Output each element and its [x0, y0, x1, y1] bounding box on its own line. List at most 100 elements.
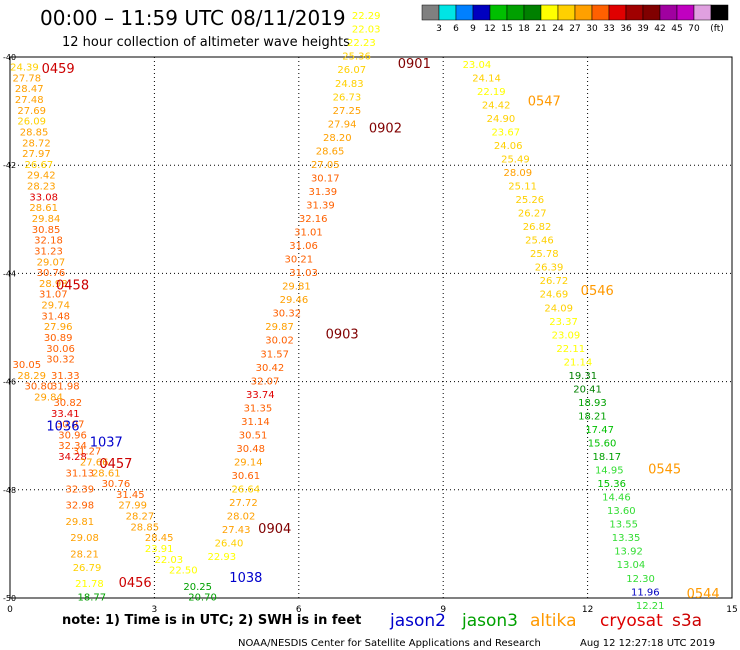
satellite-legend-jason3: jason3 [461, 611, 518, 631]
colorbar-tick-label: 42 [654, 24, 665, 34]
y-tick-label: -48 [3, 486, 16, 495]
wave-height-point: 27.78 [13, 73, 42, 84]
wave-height-point: 28.20 [323, 133, 352, 144]
wave-height-point: 24.09 [544, 303, 573, 314]
wave-height-point: 25.36 [342, 52, 371, 63]
wave-height-point: 30.17 [311, 173, 340, 184]
wave-height-point: 24.42 [482, 100, 511, 111]
colorbar-swatch [676, 4, 695, 21]
wave-height-point: 28.29 [17, 371, 46, 382]
wave-height-point: 13.04 [617, 560, 646, 571]
wave-height-point: 13.35 [612, 533, 641, 544]
x-tick-label: 0 [7, 605, 13, 615]
wave-height-point: 27.48 [15, 95, 44, 106]
colorbar-swatch [625, 4, 644, 21]
colorbar-tick-label: 24 [552, 24, 564, 34]
wave-height-point: 28.72 [22, 138, 51, 149]
wave-height-point: 23.04 [463, 60, 492, 71]
wave-height-point: 29.46 [280, 295, 309, 306]
x-tick-label: 6 [296, 605, 302, 615]
wave-height-point: 29.08 [70, 533, 99, 544]
wave-height-point: 32.98 [65, 501, 94, 512]
pass-time-label: 0547 [528, 95, 561, 110]
wave-height-point: 24.90 [487, 114, 516, 125]
pass-time-label: 1038 [229, 571, 262, 586]
colorbar-tick-label: 18 [518, 24, 530, 34]
wave-height-point: 26.40 [215, 539, 244, 550]
wave-height-point: 31.07 [39, 290, 68, 301]
colorbar-swatch [523, 4, 542, 21]
wave-height-point: 23.91 [145, 544, 174, 555]
wave-height-point: 32.07 [251, 376, 280, 387]
pass-time-label: 0903 [326, 327, 359, 342]
wave-height-point: 31.13 [65, 468, 94, 479]
wave-height-point: 26.39 [535, 263, 564, 274]
wave-height-point: 20.25 [183, 582, 212, 593]
wave-height-point: 30.32 [46, 355, 75, 366]
wave-height-point: 30.42 [256, 363, 285, 374]
wave-height-point: 29.87 [265, 322, 294, 333]
wave-height-point: 28.47 [15, 84, 44, 95]
wave-height-point: 31.39 [306, 200, 335, 211]
wave-height-point: 30.05 [13, 360, 42, 371]
wave-height-point: 28.21 [70, 549, 99, 560]
wave-height-point: 25.78 [530, 249, 559, 260]
colorbar-swatch [472, 4, 491, 21]
satellite-legend-altika: altika [530, 611, 577, 631]
wave-height-point: 22.03 [352, 25, 381, 36]
pass-time-label: 1036 [46, 419, 79, 434]
wave-height-point: 28.85 [130, 522, 159, 533]
wave-height-point: 22.11 [556, 344, 585, 355]
wave-height-point: 32.18 [34, 236, 63, 247]
wave-height-point: 30.76 [102, 479, 131, 490]
wave-height-point: 24.14 [472, 73, 501, 84]
satellite-legend: jason2 jason3 altika cryosat s3a [389, 611, 702, 631]
wave-height-point: 27.25 [333, 106, 362, 117]
wave-height-point: 24.06 [494, 141, 523, 152]
wave-height-point: 27.66 [80, 457, 109, 468]
x-tick-label: 3 [152, 605, 158, 615]
pass-time-label: 0904 [258, 522, 291, 537]
colorbar-swatch [710, 4, 729, 21]
wave-height-point: 31.45 [116, 490, 145, 501]
pass-time-label: 0546 [581, 284, 614, 299]
pass-labels: 0459 0458 1036 1037 0457 0456 1038 0901 0902 0903… [42, 57, 720, 602]
pass-time-label: 0459 [42, 62, 75, 77]
wave-height-point: 26.64 [232, 485, 261, 496]
satellite-legend-s3a: s3a [672, 611, 702, 631]
pass-time-label: 1037 [90, 436, 123, 451]
satellite-legend-cryosat: cryosat [600, 611, 663, 631]
colorbar-swatch [557, 4, 576, 21]
wave-height-point: 26.73 [333, 92, 362, 103]
wave-height-point: 31.01 [294, 228, 323, 239]
wave-height-point: 28.98 [39, 279, 68, 290]
wave-height-point: 14.46 [602, 493, 631, 504]
wave-height-point: 27.96 [44, 322, 73, 333]
x-tick-label: 9 [440, 605, 446, 615]
pass-time-label: 0456 [119, 576, 152, 591]
wave-height-point: 29.84 [34, 393, 63, 404]
colorbar-tick-label: 21 [535, 24, 546, 34]
wave-height-point: 22.19 [477, 87, 506, 98]
colorbar-tick-label: 33 [603, 24, 614, 34]
colorbar-tick-label: 39 [637, 24, 649, 34]
wave-height-point: 29.81 [65, 517, 94, 528]
colorbar-swatch [608, 4, 627, 21]
colorbar-tick-label: 12 [484, 24, 495, 34]
wave-height-point: 26.67 [25, 160, 54, 171]
y-tick-label: -42 [3, 161, 16, 170]
colorbar-swatch [659, 4, 678, 21]
wave-height-point: 30.06 [46, 344, 75, 355]
colorbar-swatch [455, 4, 474, 21]
wave-height-point: 27.94 [328, 119, 357, 130]
wave-height-point: 29.84 [32, 214, 61, 225]
pass-time-label: 0902 [369, 122, 402, 137]
wave-height-point: 31.06 [289, 241, 318, 252]
colorbar-swatch [574, 4, 593, 21]
grid-lines [10, 57, 732, 598]
pass-time-label: 0544 [687, 587, 720, 602]
wave-height-point: 18.77 [78, 593, 107, 604]
wave-height-point: 26.27 [518, 209, 547, 220]
wave-height-point: 27.43 [222, 525, 251, 536]
wave-height-point: 29.81 [282, 282, 311, 293]
